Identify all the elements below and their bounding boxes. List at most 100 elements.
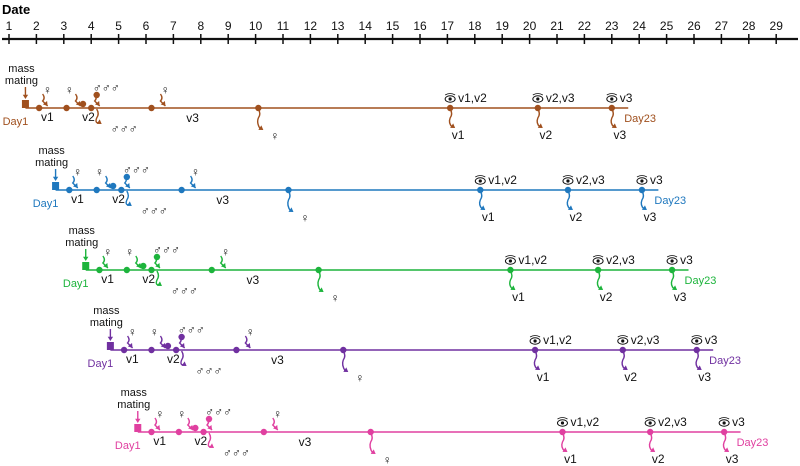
arrow-head — [207, 425, 213, 430]
arrow-head — [724, 447, 730, 452]
eye-icon — [617, 335, 629, 345]
mass-label: mass — [121, 387, 148, 399]
female-symbol: ♀ — [246, 325, 255, 339]
v2-dot — [164, 342, 172, 350]
eye-outline — [504, 257, 516, 265]
axis-day-label: 19 — [496, 19, 510, 33]
eye-pupil — [448, 97, 452, 101]
start-square — [21, 100, 29, 108]
female-symbol: ♀ — [43, 83, 52, 97]
v1-dot — [35, 104, 43, 112]
v2-dot — [148, 266, 155, 274]
male-symbols: ♂♂♂ — [111, 122, 138, 136]
removal-dot — [315, 266, 322, 274]
arrow-head — [641, 205, 647, 210]
arrow-head — [650, 447, 656, 452]
eye-outline — [562, 177, 574, 185]
eye-icon — [562, 175, 574, 185]
removal-arrow — [695, 350, 700, 370]
v2-dot — [79, 100, 87, 108]
female-symbol: ♀ — [191, 165, 200, 179]
intro-arrow — [153, 255, 161, 269]
axis-day-label: 29 — [770, 19, 784, 33]
eye-pupil — [648, 421, 652, 425]
eye-brow — [562, 175, 574, 178]
removal-arrow — [256, 108, 261, 130]
removal-arrow — [180, 350, 184, 366]
arrow-head — [127, 343, 133, 348]
axis-day-label: 3 — [60, 19, 67, 33]
arrow-head — [245, 343, 251, 348]
axis-day-label: 1 — [6, 19, 13, 33]
male-dot — [93, 91, 100, 99]
arrow-head — [343, 367, 349, 372]
axis-day-label: 24 — [633, 19, 647, 33]
mating-label: mating — [117, 399, 150, 411]
v2-dot — [175, 428, 183, 436]
day1-label: Day1 — [63, 278, 89, 290]
v3-label: v3 — [271, 353, 284, 367]
mass-label: mass — [8, 63, 35, 75]
removal-arrow — [621, 350, 626, 370]
male-symbols: ♂♂♂ — [141, 204, 168, 218]
axis-day-label: 25 — [660, 19, 674, 33]
eye-brow — [691, 335, 702, 338]
observation-label: v2,v3 — [576, 173, 605, 187]
removal-arrow — [448, 108, 453, 128]
intro-arrow — [153, 417, 161, 431]
removal-arrow — [478, 190, 483, 210]
arrow-head — [450, 123, 456, 128]
observation-label: v3 — [705, 333, 718, 347]
observation-label: v2,v3 — [606, 253, 635, 267]
v1-dot — [96, 266, 103, 274]
male-symbols: ♂♂♂ — [223, 446, 250, 460]
male-symbols: ♂♂♂ — [178, 323, 205, 337]
female-symbol: ♀ — [65, 83, 74, 97]
eye-outline — [474, 177, 486, 185]
eye-outline — [532, 95, 544, 103]
arrow-head — [103, 263, 108, 268]
intro-arrow — [104, 175, 112, 189]
v3-label: v3 — [216, 193, 229, 207]
arrow-head — [73, 183, 78, 188]
arrow-head — [567, 205, 573, 210]
arrow-head — [220, 263, 226, 268]
intro-arrow — [74, 93, 81, 107]
arrow-head — [52, 176, 59, 181]
observation-label: v3 — [620, 91, 633, 105]
observation-label: v3 — [732, 415, 745, 429]
removal-arrow — [287, 190, 292, 212]
v2-dot — [88, 104, 95, 112]
female-symbol: ♀ — [270, 129, 279, 143]
day23-label: Day23 — [709, 355, 741, 367]
observation-dot — [646, 428, 654, 436]
eye-brow — [666, 255, 678, 258]
arrow-head — [696, 365, 702, 370]
v2-dot — [200, 428, 207, 436]
observation-sub-label: v2 — [624, 370, 637, 384]
axis-day-label: 21 — [550, 19, 564, 33]
v3-dot — [260, 428, 268, 436]
female-symbol: ♀ — [273, 407, 282, 421]
mating-label: mating — [35, 157, 68, 169]
female-symbol: ♀ — [103, 245, 112, 259]
intro-arrow — [126, 335, 134, 349]
eye-icon — [556, 417, 568, 427]
mass-label: mass — [69, 225, 96, 237]
arrow-head — [155, 263, 160, 268]
arrow-head — [535, 365, 541, 370]
eye-outline — [556, 419, 568, 427]
axis-day-label: 17 — [441, 19, 455, 33]
arrow-head — [672, 285, 678, 290]
day1-label: Day1 — [3, 116, 29, 128]
arrow-head — [105, 183, 111, 188]
eye-brow — [532, 93, 544, 96]
mass-label: mass — [93, 305, 120, 317]
male-symbols: ♂♂♂ — [171, 284, 198, 298]
v3-label: v3 — [247, 273, 260, 287]
axis-day-label: 28 — [742, 19, 756, 33]
female-symbol: ♀ — [150, 325, 159, 339]
female-symbol: ♀ — [125, 245, 134, 259]
v2-dot — [140, 262, 147, 270]
